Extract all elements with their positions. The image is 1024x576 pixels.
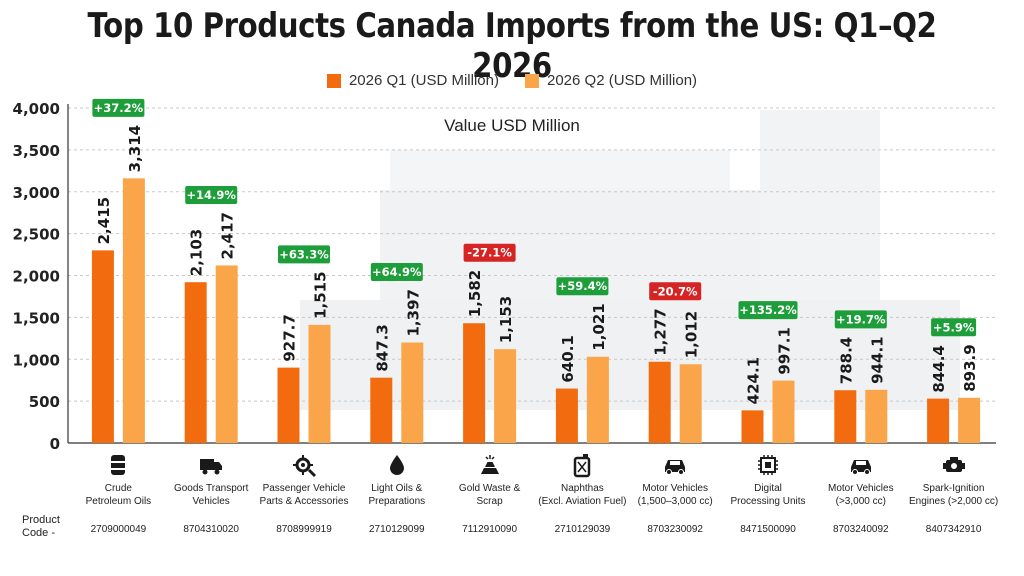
y-tick-label: 1,500 xyxy=(13,309,60,327)
bar-q1 xyxy=(91,250,114,443)
product-code: 8407342910 xyxy=(925,524,982,535)
category-label-line2: Vehicles xyxy=(192,496,230,507)
category-label-line2: (Excl. Aviation Fuel) xyxy=(538,496,627,507)
category-label-line2: Processing Units xyxy=(730,496,806,507)
category-label-line2: Parts & Accessories xyxy=(259,496,349,507)
y-tick-label: 3,000 xyxy=(13,184,60,202)
legend-item-q2: 2026 Q2 (USD Million) xyxy=(525,72,697,89)
oil-drop-icon xyxy=(389,455,404,475)
category-6: Naphthas (Excl. Aviation Fuel) 2710129039 xyxy=(534,452,630,535)
category-label: Goods Transport Vehicles xyxy=(163,482,259,512)
category-label-line2: Petroleum Oils xyxy=(85,496,152,507)
category-label-line2: Preparations xyxy=(368,496,426,507)
legend-swatch-q2 xyxy=(525,73,539,88)
category-label-line2: Engines (>2,000 cc) xyxy=(908,496,999,507)
jerrycan-icon xyxy=(574,454,591,478)
value-label-q2: 2,417 xyxy=(219,212,237,259)
legend-swatch-q1 xyxy=(326,73,341,88)
oil-barrel-icon xyxy=(111,455,126,475)
product-code: 8703240092 xyxy=(832,524,889,535)
category-label-line1: Passenger Vehicle xyxy=(262,483,346,494)
category-10: Spark-Ignition Engines (>2,000 cc) 8407342… xyxy=(906,452,1002,535)
category-7: Motor Vehicles (1,500–3,000 cc) 8703230092 xyxy=(627,452,723,535)
category-label-line1: Goods Transport xyxy=(173,483,249,494)
product-code: 8471500090 xyxy=(740,524,796,535)
gold-bars-icon xyxy=(480,455,499,474)
category-1: Crude Petroleum Oils 2709000049 xyxy=(70,452,166,535)
y-tick-label: 0 xyxy=(50,435,60,453)
y-tick-label: 2,500 xyxy=(13,226,60,244)
category-label-line1: Spark-Ignition xyxy=(922,483,985,494)
product-code-label-line1: Product xyxy=(22,514,60,526)
value-label-q1: 2,103 xyxy=(188,229,206,276)
category-2: Goods Transport Vehicles 8704310020 xyxy=(163,452,259,535)
category-label-line1: Naphthas xyxy=(560,483,604,494)
category-label-line1: Digital xyxy=(754,483,782,494)
y-tick-label: 3,500 xyxy=(13,142,60,160)
chip-icon xyxy=(758,455,778,475)
category-label: Naphthas (Excl. Aviation Fuel) xyxy=(534,482,630,512)
category-label-line1: Gold Waste & xyxy=(458,483,521,494)
category-label: Crude Petroleum Oils xyxy=(70,482,166,512)
truck-icon xyxy=(200,459,223,475)
category-8: Digital Processing Units 8471500090 xyxy=(720,452,816,535)
legend-label-q1: 2026 Q1 (USD Million) xyxy=(348,72,499,89)
product-code: 2710129039 xyxy=(554,524,611,535)
y-tick-label: 1,000 xyxy=(13,351,60,369)
chart-title: Top 10 Products Canada Imports from the … xyxy=(87,6,937,86)
category-label: Light Oils & Preparations xyxy=(349,482,445,512)
category-label-line2: (1,500–3,000 cc) xyxy=(637,496,713,507)
product-code: 8704310020 xyxy=(183,524,239,535)
category-label-line2: Scrap xyxy=(476,496,503,507)
category-5: Gold Waste & Scrap 7112910090 xyxy=(442,452,538,535)
car-icon xyxy=(850,460,871,475)
legend-item-q1: 2026 Q1 (USD Million) xyxy=(326,72,499,89)
chart-subtitle: Value USD Million xyxy=(444,116,580,135)
bar-q1 xyxy=(184,282,207,443)
product-code: 2710129099 xyxy=(368,524,425,535)
bar-q2 xyxy=(122,178,145,443)
product-code: 8708999919 xyxy=(276,524,332,535)
gear-wrench-icon xyxy=(293,455,317,478)
engine-icon xyxy=(942,457,965,472)
category-label: Digital Processing Units xyxy=(720,482,816,512)
legend-label-q2: 2026 Q2 (USD Million) xyxy=(547,72,698,89)
change-badge-text: +37.2% xyxy=(94,101,144,115)
bar-q2 xyxy=(215,265,238,443)
category-label: Motor Vehicles (>3,000 cc) xyxy=(813,482,909,512)
product-code-label-line2: Code - xyxy=(22,527,56,539)
category-4: Light Oils & Preparations 2710129099 xyxy=(349,452,445,535)
category-label-line1: Motor Vehicles xyxy=(828,483,894,494)
y-tick-label: 500 xyxy=(29,393,60,411)
category-9: Motor Vehicles (>3,000 cc) 8703240092 xyxy=(813,452,909,535)
category-label-line1: Crude xyxy=(104,483,132,494)
category-label-line1: Motor Vehicles xyxy=(642,483,708,494)
change-badge xyxy=(185,185,238,204)
legend: 2026 Q1 (USD Million) 2026 Q2 (USD Milli… xyxy=(0,72,1024,89)
category-label: Passenger Vehicle Parts & Accessories xyxy=(256,482,352,512)
car-icon xyxy=(665,460,686,475)
category-label-line2: (>3,000 cc) xyxy=(835,496,886,507)
category-label: Gold Waste & Scrap xyxy=(442,482,538,512)
product-code: 8703230092 xyxy=(647,524,703,535)
category-label: Spark-Ignition Engines (>2,000 cc) xyxy=(906,482,1002,512)
product-code: 2709000049 xyxy=(90,524,147,535)
category-3: Passenger Vehicle Parts & Accessories 8708… xyxy=(256,452,352,535)
category-label-line1: Light Oils & xyxy=(371,483,423,494)
change-badge-text: +14.9% xyxy=(186,188,236,202)
product-code-label: Product Code - xyxy=(22,514,60,540)
category-label: Motor Vehicles (1,500–3,000 cc) xyxy=(627,482,723,512)
value-label-q1: 2,415 xyxy=(95,197,113,244)
y-tick-label: 2,000 xyxy=(13,268,60,286)
product-code: 7112910090 xyxy=(462,524,518,535)
change-badge xyxy=(92,98,145,117)
